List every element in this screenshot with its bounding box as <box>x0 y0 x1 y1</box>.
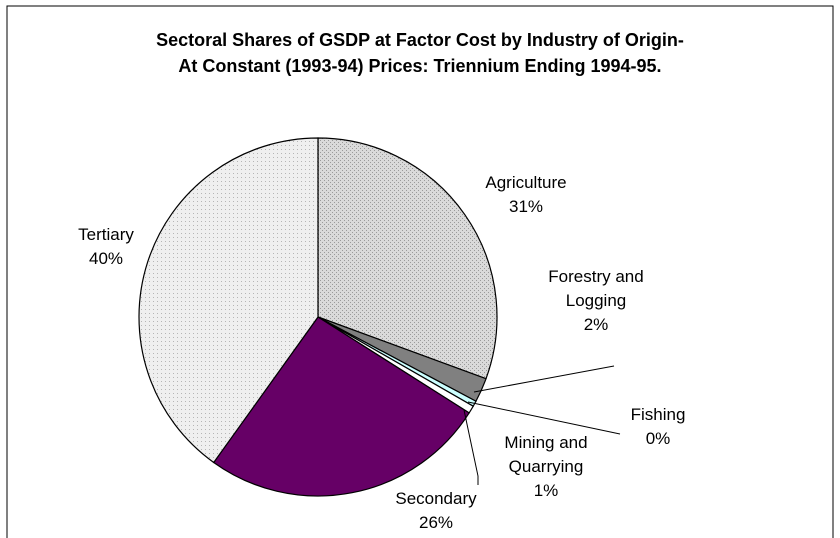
leader-line-forestry-and-logging <box>473 365 615 393</box>
pie-slice-tertiary <box>138 137 319 464</box>
leader-lines <box>463 365 621 485</box>
pie-slice-agriculture <box>317 137 498 380</box>
pie-slice-secondary <box>212 316 470 497</box>
slice-labels: Agriculture 31% Forestry and Logging 2% Fishi… <box>78 173 685 532</box>
slice-label-tertiary: Tertiary 40% <box>78 225 134 268</box>
leader-line-mining-and-quarrying <box>463 409 479 485</box>
chart-title: Sectoral Shares of GSDP at Factor Cost b… <box>156 30 684 50</box>
slice-label-mining-and-quarrying: Mining and Quarrying 1% <box>504 433 587 500</box>
pie-slices <box>138 137 498 497</box>
chart-subtitle: At Constant (1993-94) Prices: Triennium … <box>178 56 661 76</box>
slice-label-agriculture: Agriculture 31% <box>485 173 566 216</box>
slice-label-forestry-and-logging: Forestry and Logging 2% <box>548 267 643 334</box>
leader-line-fishing <box>467 401 621 435</box>
slice-label-fishing: Fishing 0% <box>631 405 686 448</box>
slice-label-secondary: Secondary 26% <box>395 489 477 532</box>
